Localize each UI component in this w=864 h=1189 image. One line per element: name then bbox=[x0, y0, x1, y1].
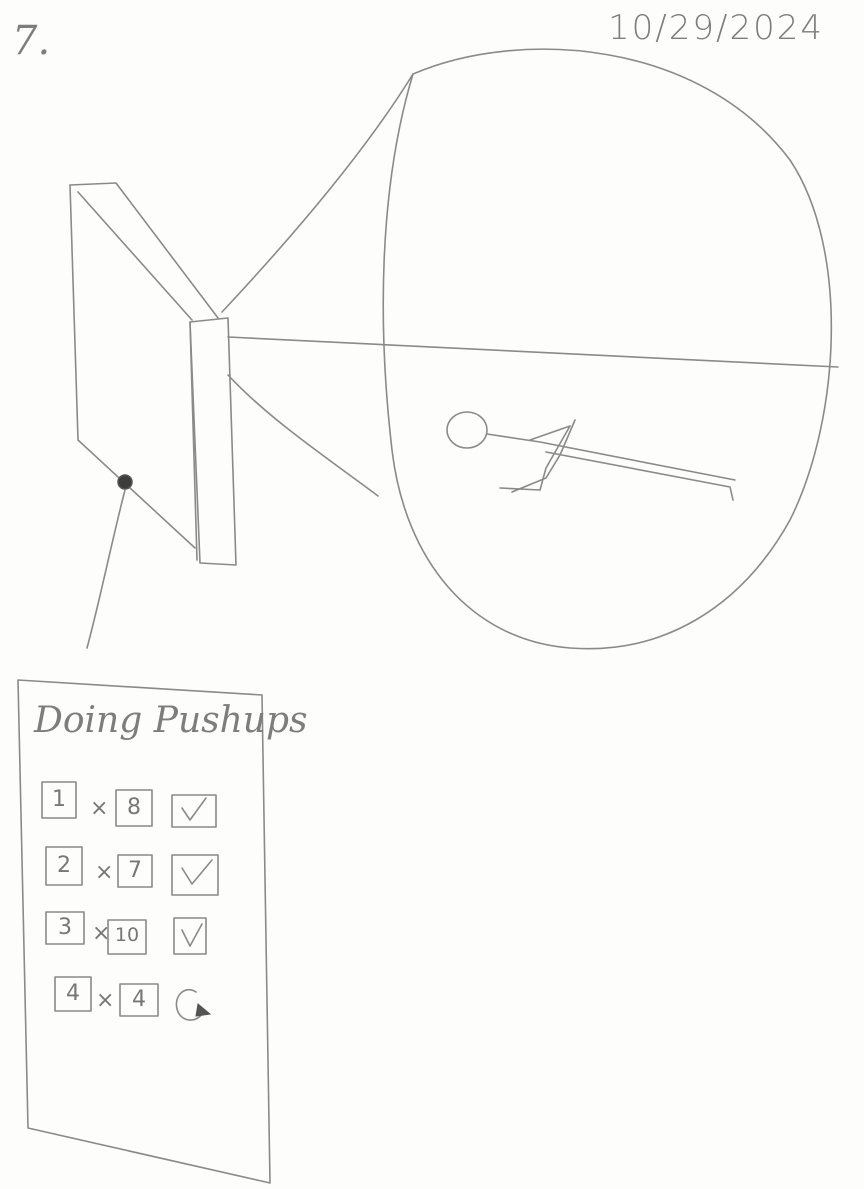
in-progress-icon bbox=[175, 988, 212, 1021]
set-number: 4 bbox=[66, 981, 80, 1006]
device-button bbox=[86, 474, 133, 649]
reps-count: 7 bbox=[128, 858, 142, 883]
times-symbol: × bbox=[95, 860, 114, 885]
tracker-panel-frame bbox=[17, 679, 271, 1184]
sketch-date: 10/29/2024 bbox=[608, 8, 824, 48]
page-number: 7. bbox=[12, 18, 51, 64]
pushup-figure bbox=[446, 411, 736, 501]
times-symbol: × bbox=[92, 921, 111, 946]
set-number: 1 bbox=[52, 787, 66, 812]
panel-title: Doing Pushups bbox=[34, 700, 308, 741]
reps-count: 10 bbox=[114, 924, 140, 946]
times-symbol: × bbox=[96, 988, 115, 1013]
checkmark-icon bbox=[181, 797, 213, 947]
reps-count: 8 bbox=[127, 795, 141, 820]
row-boxes bbox=[41, 781, 219, 1017]
set-number: 3 bbox=[58, 915, 72, 940]
set-number: 2 bbox=[57, 853, 71, 878]
reps-count: 4 bbox=[132, 987, 146, 1012]
projection-beam bbox=[221, 73, 839, 497]
times-symbol: × bbox=[90, 796, 109, 821]
projector-device bbox=[69, 182, 237, 566]
projection-circle bbox=[382, 48, 833, 650]
